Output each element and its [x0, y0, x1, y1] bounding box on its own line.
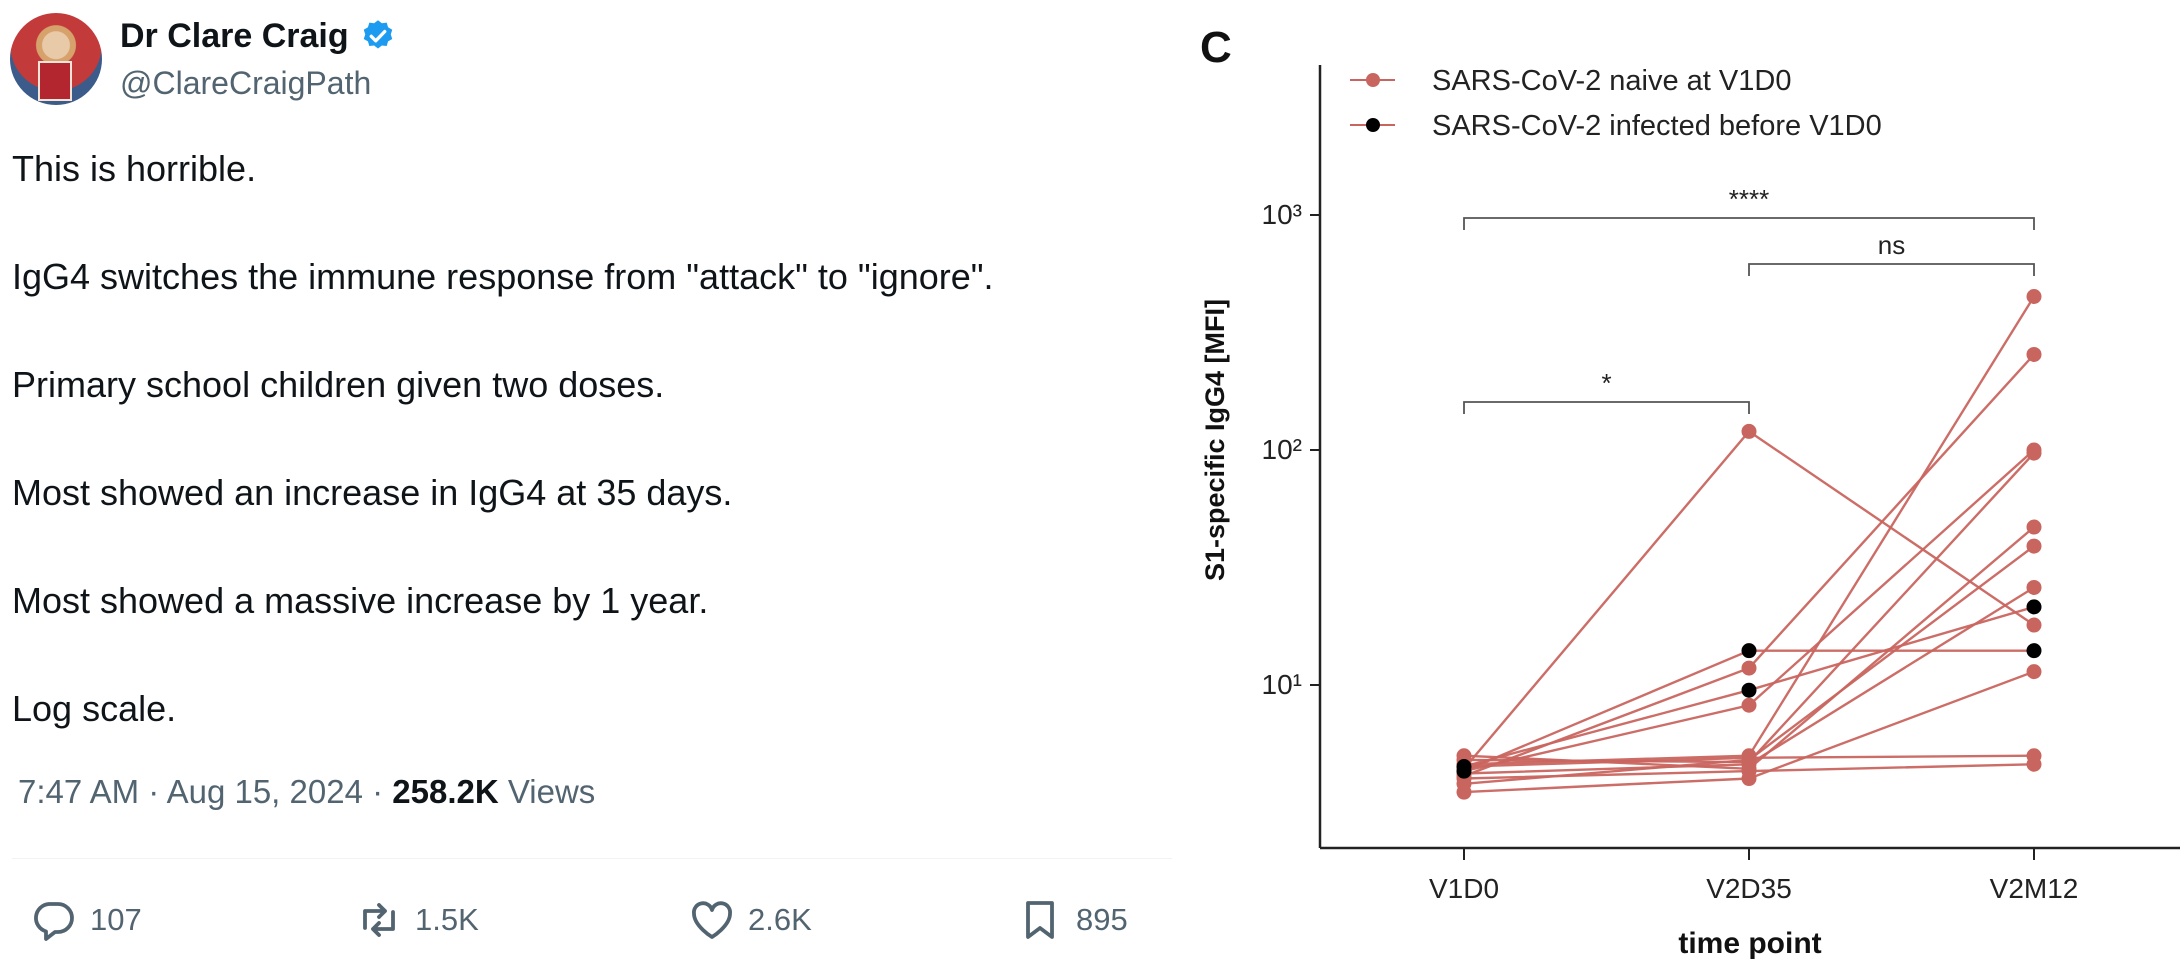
meta-separator: · — [362, 773, 393, 810]
x-tick-label: V2D35 — [1706, 873, 1792, 904]
data-point-naive — [1741, 697, 1757, 713]
tweet-paragraph: Primary school children given two doses. — [12, 364, 665, 405]
repost-icon — [363, 903, 395, 937]
igg4-line-chart: C 10¹ 10² 10³ V1D0 V2D35 V2M12 time point S1-spe… — [1200, 23, 2180, 960]
series-line — [1463, 353, 2035, 778]
tweet-paragraph: Log scale. — [12, 688, 177, 729]
significance-label: **** — [1729, 184, 1769, 214]
data-point-naive — [2026, 617, 2042, 633]
significance-bracket — [1748, 263, 2035, 276]
data-point-naive — [2026, 445, 2042, 461]
tweet-time[interactable]: 7:47 AM — [18, 773, 140, 810]
data-point-infected — [2026, 599, 2042, 615]
reply-icon — [34, 902, 74, 941]
tweet-paragraph: Most showed an increase in IgG4 at 35 da… — [12, 472, 733, 513]
legend-marker — [1366, 73, 1380, 87]
author-avatar[interactable] — [10, 13, 102, 105]
tweet-text: This is horrible. IgG4 switches the immu… — [12, 142, 1152, 790]
data-point-naive — [2026, 664, 2042, 680]
data-point-naive — [2026, 579, 2042, 595]
data-point-naive — [1456, 784, 1472, 800]
legend-label: SARS-CoV-2 infected before V1D0 — [1432, 110, 1882, 142]
data-point-naive — [1741, 763, 1757, 779]
data-point-naive — [2026, 756, 2042, 772]
y-axis-title: S1-specific IgG4 [MFI] — [1200, 299, 1230, 581]
bookmark-icon — [1026, 901, 1054, 939]
reply-count: 107 — [90, 902, 142, 937]
data-point-naive — [2026, 288, 2042, 304]
panel-label: C — [1200, 23, 1232, 72]
y-tick-label: 10¹ — [1262, 669, 1302, 700]
data-point-infected — [1741, 682, 1757, 698]
data-point-naive — [1741, 750, 1757, 766]
series-line — [1463, 586, 2035, 775]
tweet-date[interactable]: Aug 15, 2024 — [166, 773, 363, 810]
tweet-metadata: 7:47 AM · Aug 15, 2024 · 258.2K Views — [18, 770, 595, 814]
chart-panel: C 10¹ 10² 10³ V1D0 V2D35 V2M12 time point S1-spe… — [1170, 0, 2180, 974]
significance-bracket — [1463, 401, 1750, 414]
data-point-naive — [2026, 519, 2042, 535]
meta-separator: · — [139, 773, 167, 810]
author-handle[interactable]: @ClareCraigPath — [120, 65, 372, 101]
like-button[interactable]: 2.6K — [688, 894, 812, 946]
significance-label: * — [1601, 368, 1611, 398]
bookmark-count: 895 — [1076, 902, 1128, 937]
series-line — [1463, 452, 2035, 764]
avatar-book-image — [38, 61, 72, 101]
legend-label: SARS-CoV-2 naive at V1D0 — [1432, 65, 1791, 97]
data-point-naive — [2026, 538, 2042, 554]
tweet-paragraph: This is horrible. — [12, 148, 257, 189]
views-label: Views — [498, 773, 596, 810]
tweet-paragraph: IgG4 switches the immune response from "… — [12, 256, 994, 297]
data-point-naive — [2026, 346, 2042, 362]
x-tick-label: V2M12 — [1990, 873, 2079, 904]
significance-bracket — [1463, 217, 2035, 230]
data-point-naive — [1741, 423, 1757, 439]
data-point-infected — [1741, 643, 1757, 659]
data-point-infected — [2026, 643, 2042, 659]
views-count[interactable]: 258.2K — [392, 773, 499, 810]
bookmark-button[interactable]: 895 — [1016, 894, 1128, 946]
reply-button[interactable]: 107 — [30, 894, 142, 946]
x-axis-title: time point — [1678, 927, 1821, 960]
repost-count: 1.5K — [415, 902, 479, 937]
x-tick-label: V1D0 — [1429, 873, 1499, 904]
data-point-infected — [1456, 758, 1472, 774]
legend-marker — [1366, 118, 1380, 132]
repost-button[interactable]: 1.5K — [355, 894, 479, 946]
like-count: 2.6K — [748, 902, 812, 937]
author-name[interactable]: Dr Clare Craig — [120, 17, 349, 55]
y-tick-label: 10² — [1262, 434, 1302, 465]
tweet-card: Dr Clare Craig @ClareCraigPath This is h… — [10, 13, 1172, 946]
y-tick-label: 10³ — [1262, 199, 1302, 230]
data-point-naive — [1456, 748, 1472, 764]
verified-badge-icon — [363, 20, 393, 49]
tweet-paragraph: Most showed a massive increase by 1 year… — [12, 580, 709, 621]
significance-label: ns — [1878, 230, 1905, 260]
data-point-naive — [1741, 660, 1757, 676]
heart-icon — [692, 901, 732, 939]
divider — [12, 858, 1172, 859]
